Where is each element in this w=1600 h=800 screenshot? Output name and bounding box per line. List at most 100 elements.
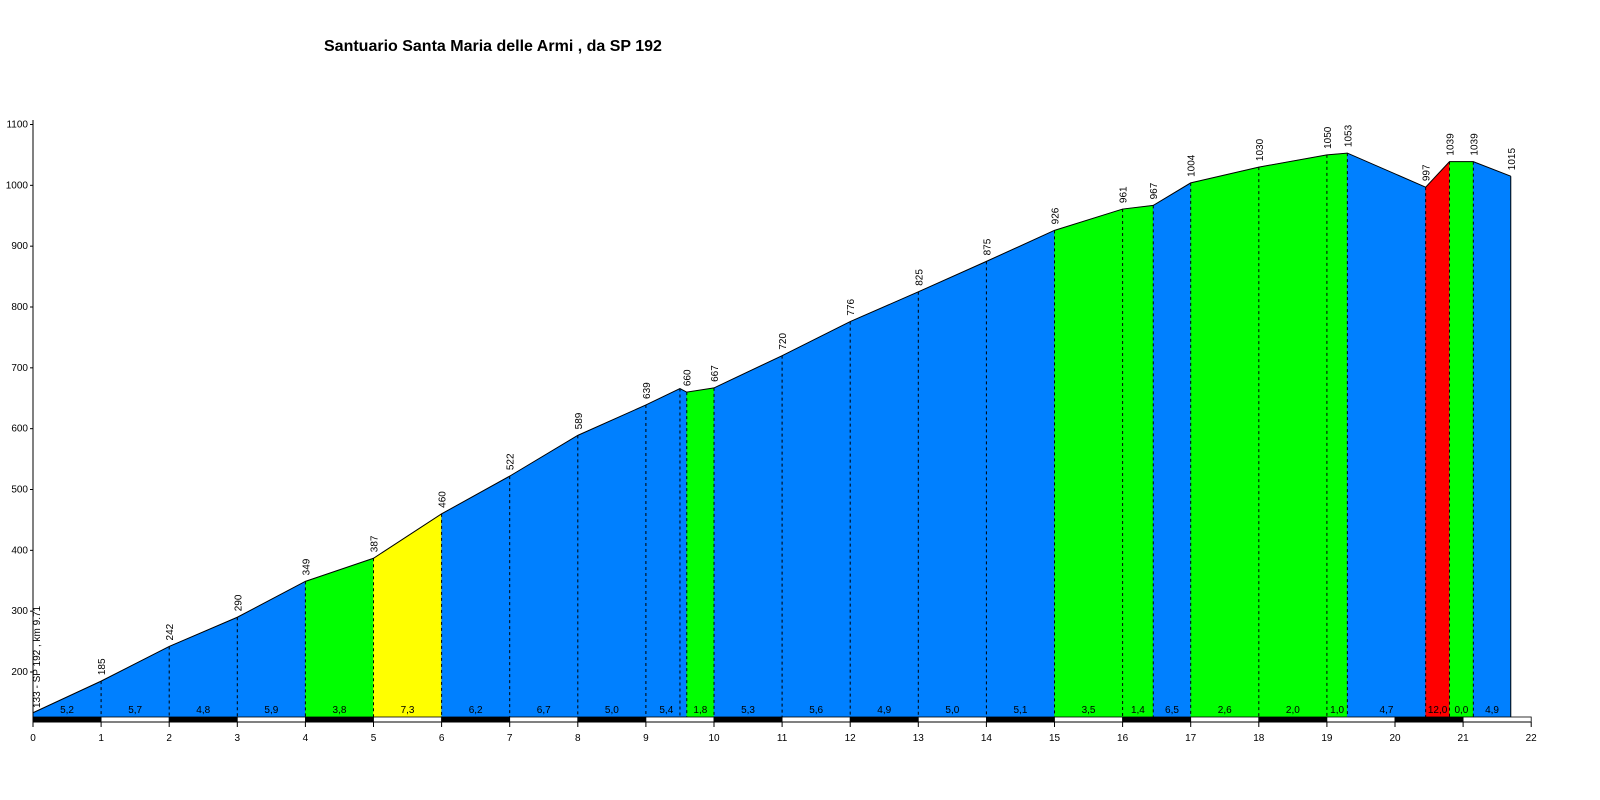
y-tick-label: 1000	[6, 180, 29, 191]
profile-segment	[373, 513, 442, 718]
y-tick-label: 600	[11, 424, 28, 435]
profile-segment	[1473, 161, 1512, 718]
altitude-label: 997	[1422, 164, 1433, 181]
km-dividers	[100, 153, 1474, 717]
profile-segment	[686, 387, 715, 718]
gradient-label: 1,0	[1330, 705, 1344, 716]
profile-segment	[1122, 205, 1154, 718]
km-band-cell	[1258, 716, 1328, 723]
profile-segment	[781, 321, 851, 718]
gradient-label: 6,5	[1165, 705, 1179, 716]
altitude-label: 1030	[1255, 138, 1266, 161]
altitude-label: 387	[370, 535, 381, 552]
profile-segment	[1326, 152, 1348, 718]
gradient-label: 7,3	[401, 705, 415, 716]
profile-segment	[577, 404, 647, 718]
altitude-label: 825	[914, 269, 925, 286]
start-label: 133 - SP 192 , km 9.71	[32, 605, 43, 708]
gradient-label: 3,8	[332, 705, 346, 716]
profile-segment	[1449, 161, 1474, 718]
km-band-cell	[236, 716, 306, 723]
profile-line	[32, 152, 1511, 714]
x-tick-label: 0	[30, 733, 36, 744]
gradient-label: 4,8	[196, 705, 210, 716]
altitude-label: 967	[1149, 182, 1160, 199]
altitude-label: 720	[778, 333, 789, 350]
altitude-label: 639	[642, 382, 653, 399]
y-tick-label: 900	[11, 241, 28, 252]
x-tick-label: 21	[1458, 733, 1470, 744]
altitude-label: 349	[301, 558, 312, 575]
gradient-label: 5,2	[60, 705, 74, 716]
km-band-cell	[1326, 716, 1396, 723]
km-band-cell	[304, 716, 374, 723]
profile-segment	[986, 229, 1055, 718]
x-tick-label: 16	[1117, 733, 1129, 744]
gradient-label: 6,2	[469, 705, 483, 716]
gradient-label: 5,9	[264, 705, 278, 716]
x-tick-label: 5	[371, 733, 377, 744]
chart-title: Santuario Santa Maria delle Armi , da SP…	[324, 38, 662, 55]
x-tick-label: 8	[575, 733, 581, 744]
altitude-label: 1004	[1187, 154, 1198, 177]
gradient-label: 1,8	[693, 705, 707, 716]
x-tick-label: 12	[845, 733, 857, 744]
profile-segment	[237, 580, 306, 718]
x-tick-label: 19	[1321, 733, 1333, 744]
profile-segment	[1347, 152, 1426, 718]
km-band	[32, 716, 1532, 723]
x-tick-label: 20	[1389, 733, 1401, 744]
altitude-label: 1053	[1343, 124, 1354, 147]
profile-segment	[1258, 154, 1328, 718]
x-tick-label: 1	[98, 733, 104, 744]
y-tick-label: 500	[11, 485, 28, 496]
x-tick-label: 14	[981, 733, 993, 744]
gradient-label: 5,3	[741, 705, 755, 716]
y-tick-label: 1100	[6, 120, 28, 131]
altitude-label: 875	[982, 238, 993, 255]
profile-segment	[305, 557, 374, 718]
altitude-label: 926	[1051, 207, 1062, 224]
gradient-label: 5,6	[809, 705, 823, 716]
altitude-label: 290	[233, 594, 244, 611]
altitude-label: 1039	[1445, 133, 1456, 156]
altitude-label: 522	[506, 453, 517, 470]
km-band-cell	[1394, 716, 1464, 723]
x-tick-label: 4	[303, 733, 309, 744]
km-band-cell	[577, 716, 647, 723]
km-band-cell	[1122, 716, 1192, 723]
gradient-label: 4,9	[877, 705, 891, 716]
x-tick-label: 17	[1185, 733, 1197, 744]
x-tick-label: 2	[166, 733, 172, 744]
gradient-label: 5,4	[659, 705, 673, 716]
altitude-label: 589	[574, 412, 585, 429]
y-tick-label: 700	[11, 363, 28, 374]
gradient-label: 1,4	[1131, 705, 1145, 716]
x-tick-label: 10	[708, 733, 720, 744]
x-tick-label: 11	[777, 733, 788, 744]
altitude-label: 1039	[1469, 133, 1480, 156]
km-band-cell	[373, 716, 442, 723]
profile-segment	[1054, 208, 1123, 718]
km-band-cell	[509, 716, 579, 723]
profile-outline	[32, 152, 1512, 717]
gradient-label: 6,7	[537, 705, 551, 716]
km-band-cell	[713, 716, 783, 723]
km-band-cell	[781, 716, 851, 723]
x-tick-label: 18	[1253, 733, 1265, 744]
profile-segment	[1425, 160, 1450, 718]
gradient-label: 3,5	[1082, 705, 1096, 716]
x-tick-label: 3	[235, 733, 241, 744]
km-band-cell	[1462, 716, 1532, 723]
km-band-cell	[1190, 716, 1260, 723]
x-tick-label: 13	[913, 733, 925, 744]
km-band-cell	[645, 716, 715, 723]
gradient-label: 0,0	[1454, 705, 1468, 716]
altitude-label: 1015	[1507, 148, 1518, 171]
altitude-label: 1050	[1323, 126, 1334, 149]
gradient-segments	[32, 152, 1512, 718]
x-tick-label: 15	[1049, 733, 1061, 744]
altitude-label: 185	[97, 658, 108, 675]
gradient-label: 5,0	[605, 705, 619, 716]
